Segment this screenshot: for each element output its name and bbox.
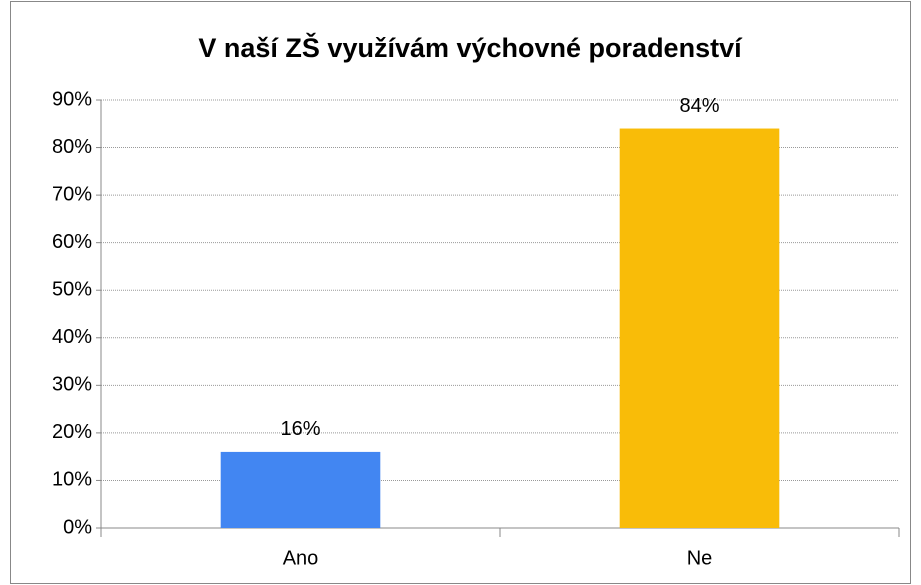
y-tick-label: 90% [52, 88, 92, 110]
bar [619, 128, 780, 529]
y-tick-label: 70% [52, 183, 92, 205]
y-tick-label: 20% [52, 421, 92, 443]
y-tick-label: 80% [52, 136, 92, 158]
y-tick-label: 0% [63, 516, 92, 538]
bar [220, 451, 381, 528]
y-tick-label: 50% [52, 279, 92, 301]
y-tick-label: 30% [52, 374, 92, 396]
y-tick-label: 60% [52, 231, 92, 253]
x-tick-label: Ano [283, 547, 319, 569]
data-label: 16% [280, 418, 320, 440]
y-tick-label: 40% [52, 326, 92, 348]
data-label: 84% [679, 95, 719, 117]
y-tick-label: 10% [52, 469, 92, 491]
chart-title: V naší ZŠ využívám výchovné poradenství [198, 32, 743, 63]
x-tick-label: Ne [687, 547, 713, 569]
